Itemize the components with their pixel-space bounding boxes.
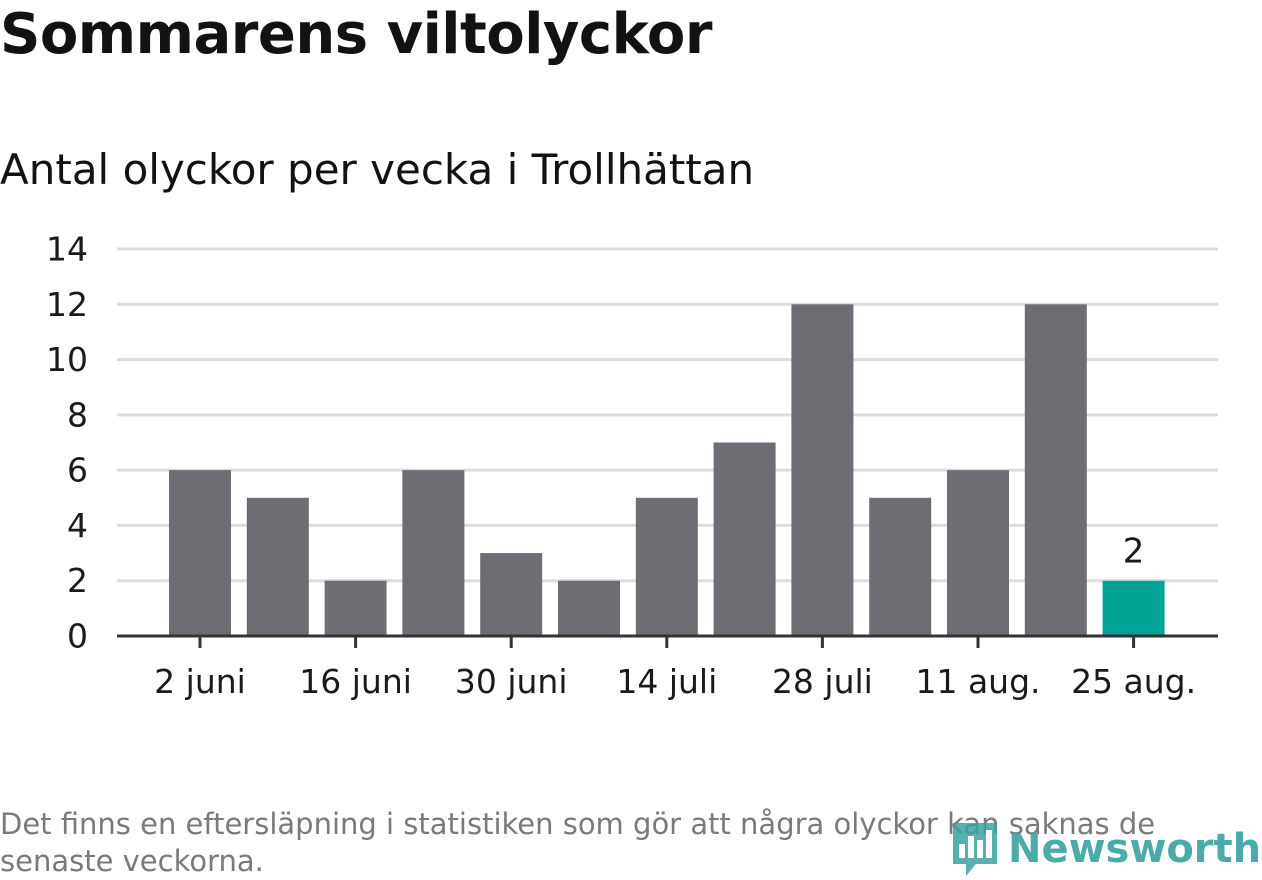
x-axis: 2 juni 16 juni 30 juni 14 juli 28 juli 11 aug… — [117, 634, 1218, 701]
newsworthy-logo: Newsworthy — [950, 820, 1262, 878]
bar — [947, 470, 1009, 636]
bar — [1024, 304, 1087, 636]
x-tick-label: 11 aug. — [915, 662, 1040, 701]
x-tick-label: 25 aug. — [1071, 662, 1196, 701]
y-tick-label: 10 — [46, 340, 88, 379]
y-tick-label: 8 — [67, 395, 88, 434]
bar-highlighted — [1102, 580, 1165, 636]
bars — [169, 304, 1165, 636]
y-tick-label: 0 — [67, 617, 88, 656]
x-tick-label: 16 juni — [299, 662, 412, 701]
chart-subtitle: Antal olyckor per vecka i Trollhättan — [0, 145, 755, 194]
bar — [558, 580, 620, 636]
data-label: 2 — [1123, 532, 1145, 572]
bar — [402, 470, 465, 636]
y-tick-label: 14 — [46, 230, 88, 269]
y-tick-label: 2 — [67, 561, 88, 600]
bar — [169, 470, 231, 636]
x-tick-label: 30 juni — [455, 662, 568, 701]
data-labels: 2 — [1123, 532, 1145, 572]
bar — [791, 304, 854, 636]
chart-title: Sommarens viltolyckor — [0, 2, 712, 67]
y-tick-label: 4 — [67, 506, 88, 545]
bar — [480, 553, 543, 636]
y-tick-label: 12 — [46, 285, 88, 324]
bar — [713, 442, 776, 636]
y-tick-label: 6 — [67, 451, 88, 490]
x-tick-label: 2 juni — [154, 662, 246, 701]
y-tick-labels: 0 2 4 6 8 10 12 14 — [46, 230, 88, 656]
bar — [246, 497, 309, 636]
bar — [869, 497, 932, 636]
x-tick-label: 28 juli — [772, 662, 873, 701]
bar — [635, 497, 698, 636]
x-tick-label: 14 juli — [616, 662, 717, 701]
newsworthy-logo-icon — [953, 823, 997, 876]
newsworthy-logo-text: Newsworthy — [1008, 826, 1262, 872]
bar — [324, 580, 387, 636]
